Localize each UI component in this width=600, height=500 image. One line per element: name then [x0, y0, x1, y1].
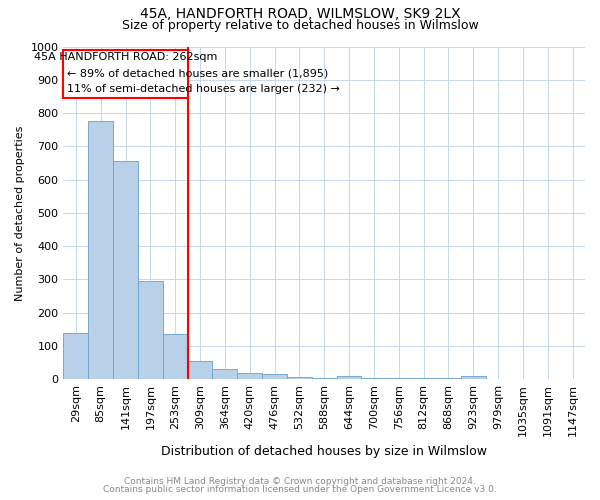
Bar: [287, 376, 312, 380]
Bar: [361, 378, 386, 380]
Bar: [312, 378, 337, 380]
Bar: [64, 332, 88, 380]
Bar: [88, 122, 113, 380]
FancyBboxPatch shape: [64, 50, 188, 98]
X-axis label: Distribution of detached houses by size in Wilmslow: Distribution of detached houses by size …: [161, 444, 487, 458]
Bar: [138, 281, 163, 380]
Text: Contains public sector information licensed under the Open Government Licence v3: Contains public sector information licen…: [103, 484, 497, 494]
Bar: [188, 361, 212, 380]
Bar: [262, 374, 287, 380]
Bar: [436, 378, 461, 380]
Bar: [337, 376, 361, 380]
Text: 11% of semi-detached houses are larger (232) →: 11% of semi-detached houses are larger (…: [67, 84, 340, 94]
Bar: [411, 378, 436, 380]
Text: 45A HANDFORTH ROAD: 262sqm: 45A HANDFORTH ROAD: 262sqm: [34, 52, 217, 62]
Text: ← 89% of detached houses are smaller (1,895): ← 89% of detached houses are smaller (1,…: [67, 68, 328, 78]
Bar: [163, 334, 188, 380]
Text: Size of property relative to detached houses in Wilmslow: Size of property relative to detached ho…: [122, 18, 478, 32]
Bar: [113, 162, 138, 380]
Bar: [386, 378, 411, 380]
Text: 45A, HANDFORTH ROAD, WILMSLOW, SK9 2LX: 45A, HANDFORTH ROAD, WILMSLOW, SK9 2LX: [140, 8, 460, 22]
Y-axis label: Number of detached properties: Number of detached properties: [15, 125, 25, 300]
Bar: [212, 368, 237, 380]
Bar: [237, 374, 262, 380]
Bar: [461, 376, 485, 380]
Text: Contains HM Land Registry data © Crown copyright and database right 2024.: Contains HM Land Registry data © Crown c…: [124, 477, 476, 486]
